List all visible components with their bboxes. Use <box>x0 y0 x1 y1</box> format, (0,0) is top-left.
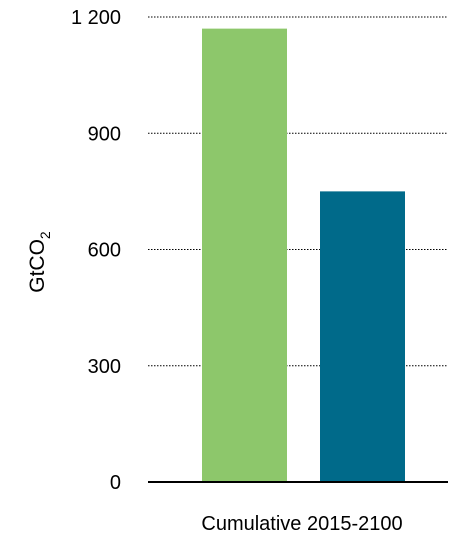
y-tick-label: 600 <box>88 240 121 262</box>
bars <box>202 28 405 482</box>
y-axis-label-main: GtCO <box>26 239 49 293</box>
x-category-label: Cumulative 2015-2100 <box>201 513 402 535</box>
y-tick-label: 900 <box>88 123 121 145</box>
y-tick-label: 1 200 <box>71 7 121 29</box>
y-tick-label: 300 <box>88 356 121 378</box>
y-tick-label: 0 <box>110 472 121 494</box>
y-axis-label: GtCO2 <box>26 231 53 293</box>
y-axis-label-subscript: 2 <box>37 231 53 239</box>
y-tick-labels: 0 300 600 900 1 200 <box>71 7 121 494</box>
x-category-labels: Cumulative 2015-2100 <box>201 513 402 535</box>
bar-2 <box>320 191 405 482</box>
bar-1 <box>202 28 287 482</box>
